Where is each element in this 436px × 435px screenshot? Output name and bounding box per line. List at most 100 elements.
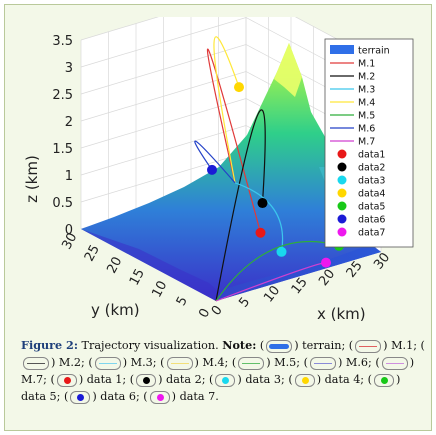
caption-item: () data 4; <box>284 373 365 387</box>
legend-swatch-data2 <box>337 162 347 172</box>
legend-label-data6: data6 <box>358 215 385 226</box>
z-tick-label: 3 <box>65 61 73 76</box>
caption-item-label: ) M.6; <box>338 356 372 369</box>
trajectory-m4 <box>213 36 240 183</box>
caption-item-label: ) data 4; <box>316 373 365 386</box>
caption-symbol-line <box>310 356 336 370</box>
caption-item: () M.1; <box>345 339 417 353</box>
legend-label-data5: data5 <box>358 202 385 213</box>
caption-symbol-dot <box>215 373 236 387</box>
caption-note-label: Note: <box>222 338 257 352</box>
caption-legend-items: () terrain; () M.1; () M.2; () M.3; () M… <box>21 339 425 404</box>
caption-item: () M.5; <box>228 356 301 370</box>
caption-item-label: ) data 5; <box>21 373 401 403</box>
caption-item: () M.2; <box>21 339 425 370</box>
legend-label-M.4: M.4 <box>358 98 375 109</box>
caption-item: () data 3; <box>205 373 285 387</box>
legend-label-data2: data2 <box>358 163 385 174</box>
caption-item-label: ) M.3; <box>122 356 157 369</box>
z-axis-label: z (km) <box>23 155 41 203</box>
legend-label-M.6: M.6 <box>358 124 375 135</box>
z-tick-label: 2.5 <box>52 88 73 103</box>
legend-label-data1: data1 <box>358 150 385 161</box>
figure-frame: 0 0.5 1 1.5 2 2.5 3 3.5 0 5 10 15 20 25 30 0 5 10 15 20 25 30… <box>4 4 432 431</box>
z-tick-label: 2 <box>65 115 73 130</box>
caption-item: () data 6; <box>60 390 140 404</box>
trajectory-m6 <box>194 140 236 184</box>
caption-figure-label: Figure 2: <box>21 338 78 352</box>
caption-item: () M.7; <box>21 356 415 386</box>
caption-symbol-dot <box>70 390 91 404</box>
caption-symbol-line <box>94 356 121 370</box>
legend-label-M.5: M.5 <box>358 111 375 122</box>
caption-item-label: ) data 1; <box>78 373 127 386</box>
grid-line <box>80 17 382 63</box>
caption-symbol-line <box>381 356 408 370</box>
z-tick-label: 0.5 <box>52 196 73 211</box>
caption-symbol-terrain <box>266 339 293 353</box>
caption-item-label: ) M.5; <box>266 356 301 369</box>
caption-title: Trajectory visualization. <box>81 339 219 352</box>
caption-item-label: ) data 3; <box>237 373 285 386</box>
marker-data1 <box>255 227 266 238</box>
trajectory-m1 <box>206 48 262 233</box>
trajectory-lines <box>194 36 340 302</box>
y-tick-label: 5 <box>174 294 191 308</box>
legend-swatch-data6 <box>337 214 347 224</box>
trajectory-3d-chart: 00.511.522.533.505 10 15 20 25 30051015202530… <box>23 17 414 323</box>
figure-caption: Figure 2: Trajectory visualization. Note… <box>21 337 425 405</box>
caption-item: () data 2; <box>126 373 206 387</box>
caption-symbol-dot <box>136 373 157 387</box>
legend-label-M.1: M.1 <box>358 59 375 70</box>
legend-swatch-data5 <box>337 201 347 211</box>
caption-item: () M.6; <box>300 356 372 370</box>
caption-item-label: ) M.1; <box>383 339 417 352</box>
legend-label-data7: data7 <box>358 228 385 239</box>
z-tick-label: 1.5 <box>52 142 73 157</box>
legend-swatch-terrain <box>330 45 354 54</box>
legend-swatch-data3 <box>337 175 347 185</box>
y-tick-label: 20 <box>104 255 125 277</box>
caption-item: () terrain; <box>259 339 346 353</box>
marker-data4 <box>234 82 244 93</box>
y-axis-label: y (km) <box>91 301 140 319</box>
caption-symbol-dot <box>374 373 395 387</box>
trajectory-m3 <box>234 182 284 252</box>
legend-label-M.3: M.3 <box>358 85 375 96</box>
y-tick-label: 10 <box>149 279 170 301</box>
caption-item-label: ) data 2; <box>158 373 206 386</box>
caption-symbol-line <box>166 356 193 370</box>
caption-item-label: ) M.7; <box>21 356 415 386</box>
z-tick-label: 3.5 <box>52 34 73 49</box>
caption-symbol-dot <box>56 373 77 387</box>
marker-data6 <box>207 164 217 175</box>
caption-item-label: ) terrain; <box>294 339 346 352</box>
caption-item-label: ) data 7. <box>171 390 219 403</box>
y-tick-label: 15 <box>127 267 148 289</box>
x-tick-label: 5 <box>236 295 253 311</box>
caption-symbol-dot <box>149 390 170 404</box>
caption-item: () M.3; <box>84 356 157 370</box>
marker-data7 <box>321 257 331 268</box>
marker-data2 <box>257 198 268 209</box>
caption-symbol-line <box>238 356 265 370</box>
trajectory-m2 <box>215 109 266 302</box>
legend-label-M.2: M.2 <box>358 72 375 83</box>
z-tick-label: 0 <box>65 223 73 238</box>
caption-item: () data 7. <box>139 390 219 404</box>
chart-legend: terrain M.1 M.2 M.3 M.4 M.5 M.6 M.7 data1 data2 da… <box>324 38 414 248</box>
legend-label-M.7: M.7 <box>358 137 375 148</box>
legend-label-data3: data3 <box>358 176 385 187</box>
legend-swatch-data4 <box>337 188 347 198</box>
legend-swatch-data1 <box>337 149 347 159</box>
trajectory-m5 <box>215 240 340 302</box>
caption-item-label: ) M.4; <box>194 356 229 369</box>
caption-item-label: ) data 6; <box>92 390 140 403</box>
caption-item-label: ) M.2; <box>51 356 85 369</box>
z-tick-label: 1 <box>65 169 73 184</box>
caption-symbol-line <box>355 339 382 353</box>
y-tick-label: 25 <box>82 243 103 265</box>
caption-symbol-dot <box>294 373 315 387</box>
marker-data3 <box>276 246 287 257</box>
